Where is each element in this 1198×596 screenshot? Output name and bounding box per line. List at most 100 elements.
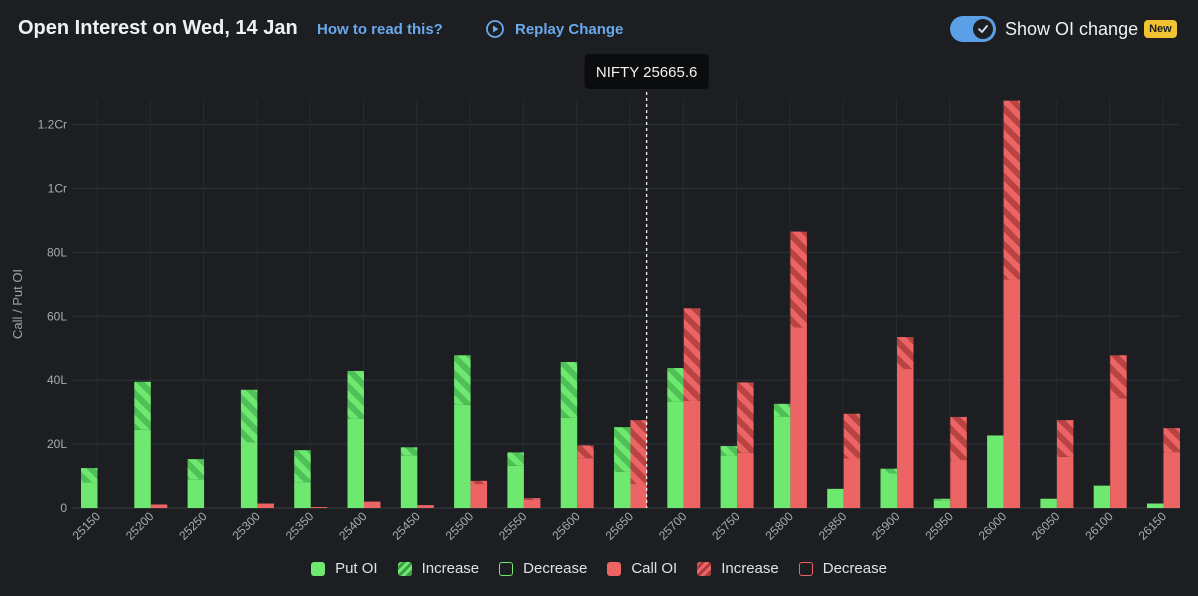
call-oi-bar [1110, 398, 1127, 508]
how-to-read-link[interactable]: How to read this? [317, 21, 443, 38]
spot-price-tooltip [584, 54, 709, 89]
put-oi-bar [134, 429, 151, 508]
show-oi-change-toggle[interactable] [950, 16, 996, 42]
x-tick-labels: 25150 25200 25250 25300 25350 25400 25450 25500… [70, 509, 1170, 543]
call-oi-bar [737, 452, 754, 508]
put-oi-bar [1040, 498, 1057, 508]
call-oi-bar [364, 501, 381, 508]
call-oi-bar [790, 327, 807, 508]
call-oi-increase-bar [1163, 428, 1180, 453]
put-oi-bar [347, 418, 364, 508]
show-oi-change-control: Show OI change New [950, 16, 1177, 42]
call-oi-increase-bar [897, 337, 914, 370]
y-tick-label: 60L [47, 309, 67, 323]
put-oi-increase-bar [454, 355, 471, 405]
put-oi-increase-bar [720, 446, 738, 456]
put-oi-bar [827, 488, 844, 508]
call-oi-bar [523, 499, 541, 508]
legend-item[interactable]: Increase [697, 560, 779, 577]
call-oi-increase-bar [843, 413, 861, 459]
put-oi-increase-bar [560, 361, 578, 418]
legend-swatch [798, 561, 813, 576]
x-tick-label: 25400 [336, 509, 370, 543]
legend-label: Increase [721, 560, 779, 577]
call-oi-increase-bar [470, 480, 488, 485]
y-tick-label: 1Cr [48, 181, 67, 195]
y-tick-label: 20L [47, 437, 67, 451]
legend-item[interactable]: Call OI [607, 560, 677, 577]
y-tick-label: 0 [60, 501, 67, 515]
replay-change-label: Replay Change [515, 20, 624, 38]
legend-swatch [697, 561, 712, 576]
put-oi-increase-bar [134, 381, 151, 430]
put-oi-increase-bar [240, 389, 258, 443]
call-oi-increase-bar [790, 231, 807, 328]
call-oi-bar [630, 484, 647, 508]
put-oi-bar [560, 417, 578, 508]
put-oi-bar [1147, 503, 1164, 508]
x-tick-label: 25900 [869, 509, 903, 543]
call-oi-bar [1003, 279, 1021, 508]
x-tick-label: 25750 [709, 509, 743, 543]
put-oi-bar [773, 416, 791, 508]
x-tick-label: 26000 [976, 509, 1010, 543]
call-oi-increase-bar [523, 498, 541, 500]
put-oi-bar [240, 442, 258, 508]
x-tick-label: 26100 [1082, 509, 1116, 543]
call-oi-increase-bar [737, 382, 754, 453]
play-circle-icon [485, 19, 505, 39]
x-tick-label: 25500 [443, 509, 477, 543]
call-oi-bar [1163, 452, 1180, 508]
call-oi-bar [257, 503, 274, 508]
legend-label: Decrease [822, 560, 887, 577]
y-tick-labels: 0 20L 40L 60L 80L 1Cr 1.2Cr [38, 118, 68, 515]
x-tick-label: 25550 [496, 509, 530, 543]
legend-item[interactable]: Increase [397, 560, 479, 577]
legend-label: Decrease [523, 560, 588, 577]
x-tick-label: 25150 [70, 509, 104, 543]
toggle-knob [973, 19, 993, 39]
put-oi-increase-bar [880, 468, 897, 474]
legend-item[interactable]: Decrease [798, 560, 887, 577]
y-axis-label: Call / Put OI [10, 269, 25, 339]
legend-item[interactable]: Decrease [499, 560, 587, 577]
put-oi-bar [454, 404, 471, 508]
call-oi-bar [950, 460, 967, 508]
call-oi-bar [843, 458, 861, 508]
legend-swatch [607, 561, 622, 576]
legend-swatch [311, 561, 326, 576]
bar-layer [81, 100, 1180, 508]
legend-item[interactable]: Put OI [311, 560, 378, 577]
call-oi-bar [310, 507, 328, 508]
spot-price-label: NIFTY 25665.6 [596, 64, 697, 81]
replay-change-button[interactable]: Replay Change [485, 19, 623, 39]
x-tick-label: 26150 [1136, 509, 1170, 543]
put-oi-increase-bar [400, 447, 418, 456]
put-oi-bar [667, 401, 684, 508]
x-tick-label: 25450 [389, 509, 423, 543]
put-oi-bar [880, 473, 897, 508]
put-oi-bar [400, 455, 418, 508]
put-oi-increase-bar [81, 468, 98, 483]
x-tick-label: 25700 [656, 509, 690, 543]
put-oi-increase-bar [933, 498, 951, 501]
put-oi-bar [933, 500, 951, 508]
put-oi-bar [187, 479, 205, 508]
call-oi-bar [577, 458, 594, 508]
x-tick-label: 25300 [230, 509, 264, 543]
call-oi-increase-bar [1110, 355, 1127, 399]
chart-legend: Put OI Increase Decrease Call OI Increase Dec… [0, 560, 1198, 577]
x-tick-label: 25200 [123, 509, 157, 543]
call-oi-bar [897, 369, 914, 508]
put-oi-bar [987, 435, 1004, 508]
put-oi-bar [720, 455, 738, 508]
put-oi-bar [81, 482, 98, 508]
put-oi-increase-bar [294, 450, 311, 483]
put-oi-increase-bar [667, 368, 684, 402]
put-oi-bar [507, 465, 524, 508]
x-tick-label: 25850 [816, 509, 850, 543]
call-oi-bar [683, 400, 701, 508]
x-tick-label: 25600 [549, 509, 583, 543]
call-oi-bar [417, 505, 434, 508]
